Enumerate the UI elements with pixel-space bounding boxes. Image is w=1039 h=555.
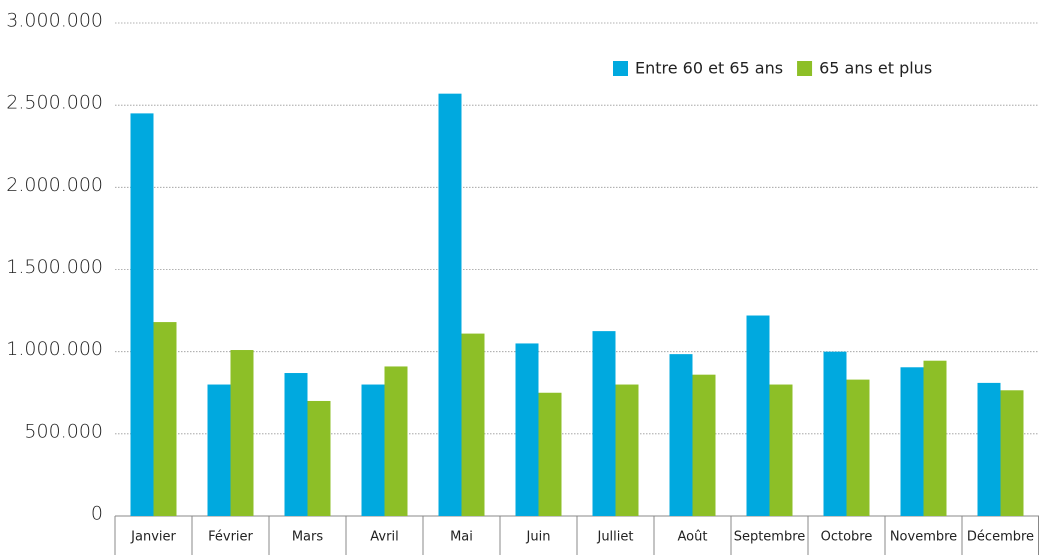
bar <box>592 331 616 516</box>
bar <box>846 379 870 516</box>
x-tick-label: Février <box>208 530 253 545</box>
x-tick-label: Octobre <box>821 530 873 545</box>
x-tick-label: Septembre <box>734 530 806 545</box>
x-tick-label: Avril <box>370 530 398 545</box>
legend-label: 65 ans et plus <box>819 59 932 78</box>
x-tick-label: Janvier <box>130 530 176 545</box>
bar <box>669 354 693 516</box>
bar <box>977 382 1001 516</box>
bar <box>361 384 385 516</box>
x-tick-label: Novembre <box>890 530 957 545</box>
y-tick-label: 2.500.000 <box>6 92 103 114</box>
legend-label: Entre 60 et 65 ans <box>635 59 783 78</box>
bar <box>153 322 177 516</box>
bar <box>823 351 847 516</box>
bar <box>923 360 947 516</box>
bar <box>438 93 462 516</box>
bar <box>900 367 924 516</box>
y-tick-label: 500.000 <box>24 420 103 442</box>
bar <box>230 350 254 516</box>
bar <box>307 400 331 516</box>
bar <box>384 366 408 516</box>
legend-swatch <box>613 61 628 76</box>
bar <box>461 333 485 516</box>
bar <box>130 113 154 516</box>
bar <box>692 374 716 516</box>
x-tick-label: Mars <box>292 530 324 545</box>
x-tick-label: Décembre <box>967 530 1034 545</box>
legend-swatch <box>797 61 813 76</box>
bar <box>615 384 639 516</box>
x-tick-label: Juin <box>526 530 551 545</box>
bar <box>746 315 770 516</box>
bar <box>769 384 793 516</box>
y-tick-label: 1.000.000 <box>6 338 103 360</box>
bar <box>207 384 231 516</box>
y-tick-label: 1.500.000 <box>6 256 103 278</box>
y-tick-label: 3.000.000 <box>6 10 103 32</box>
x-tick-label: Julliet <box>596 530 633 545</box>
bar <box>1000 390 1024 516</box>
bar <box>515 343 539 516</box>
bar <box>284 373 308 516</box>
x-tick-label: Mai <box>450 530 473 545</box>
y-tick-label: 0 <box>91 503 103 525</box>
bar <box>538 392 562 516</box>
y-tick-label: 2.000.000 <box>6 174 103 196</box>
x-tick-label: Août <box>678 530 708 545</box>
